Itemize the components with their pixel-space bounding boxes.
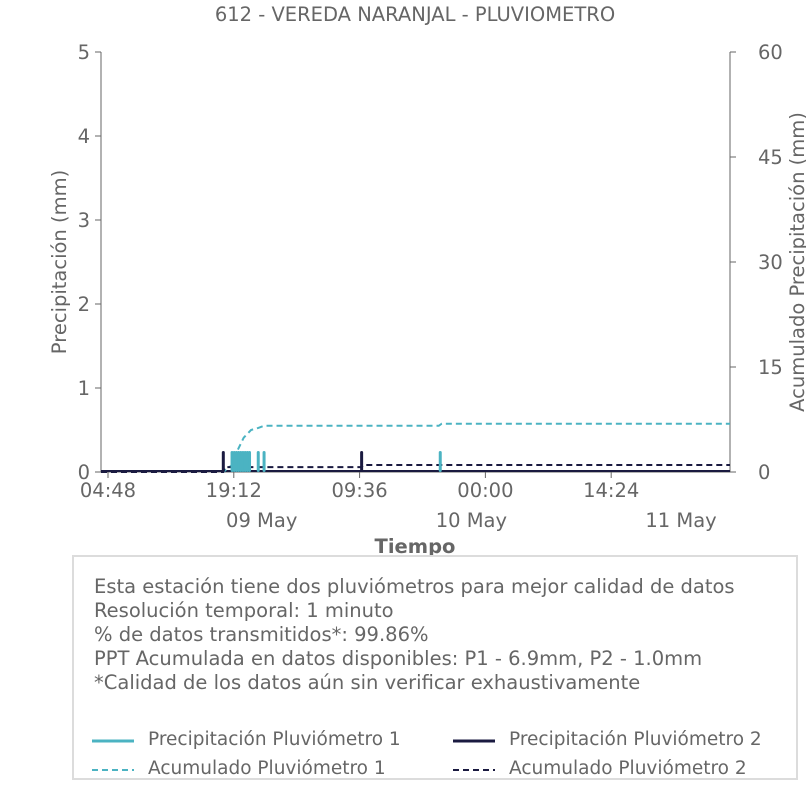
- x-time-tick-label: 14:24: [583, 479, 639, 502]
- y-tick-label: 2: [78, 293, 90, 316]
- x-time-tick-label: 09:36: [331, 479, 387, 502]
- y2-tick-label: 0: [758, 461, 770, 484]
- y2-tick-label: 60: [758, 41, 783, 64]
- info-line-transmitted: % de datos transmitidos*: 99.86%: [94, 623, 429, 646]
- x-date-tick-label: 10 May: [436, 509, 507, 532]
- precip-bar-p2: [360, 451, 364, 472]
- x-axis-label: Tiempo: [375, 535, 456, 556]
- x-time-tick-label: 04:48: [80, 479, 136, 502]
- precip-bar-p1: [256, 451, 260, 472]
- x-time-tick-label: 19:12: [206, 479, 262, 502]
- y-tick-label: 0: [78, 461, 90, 484]
- y-tick-label: 3: [78, 209, 90, 232]
- chart-series: [101, 422, 730, 473]
- y2-tick-label: 15: [758, 356, 783, 379]
- legend-label-p2: Precipitación Pluviómetro 2: [509, 729, 762, 750]
- y-tick-label: 4: [78, 125, 90, 148]
- x-date-tick-label: 09 May: [226, 509, 297, 532]
- legend-label-acc2: Acumulado Pluviómetro 2: [509, 758, 747, 779]
- info-line-quality-note: *Calidad de los datos aún sin verificar …: [94, 671, 641, 694]
- precip-bar-p1: [262, 451, 266, 472]
- x-time-tick-label: 00:00: [457, 479, 513, 502]
- y2-axis-label: Acumulado Precipitación (mm): [786, 112, 806, 412]
- legend-label-acc1: Acumulado Pluviómetro 1: [148, 758, 386, 779]
- info-box: Esta estación tiene dos pluviómetros par…: [72, 555, 798, 780]
- accumulated-line-1: [101, 422, 730, 473]
- info-line-accumulated: PPT Acumulada en datos disponibles: P1 -…: [94, 647, 703, 670]
- legend-label-p1: Precipitación Pluviómetro 1: [148, 729, 401, 750]
- info-lines: Esta estación tiene dos pluviómetros par…: [94, 575, 735, 695]
- precip-bar-p1: [248, 451, 252, 472]
- precip-bar-p1: [438, 451, 442, 472]
- info-line-resolution: Resolución temporal: 1 minuto: [94, 599, 394, 622]
- accumulated-line-2: [101, 464, 730, 473]
- rainfall-chart: 612 - VEREDA NARANJAL - PLUVIOMETRO 0 1 2 3…: [48, 3, 806, 556]
- chart-title: 612 - VEREDA NARANJAL - PLUVIOMETRO: [215, 3, 615, 26]
- x-date-tick-label: 11 May: [645, 509, 716, 532]
- precip-bar-p2: [221, 451, 225, 472]
- y-axis-label: Precipitación (mm): [48, 170, 71, 354]
- info-line-stations: Esta estación tiene dos pluviómetros par…: [94, 575, 735, 598]
- y2-tick-label: 45: [758, 146, 783, 169]
- y-tick-label: 5: [78, 41, 90, 64]
- y2-tick-label: 30: [758, 251, 783, 274]
- y-tick-label: 1: [78, 377, 90, 400]
